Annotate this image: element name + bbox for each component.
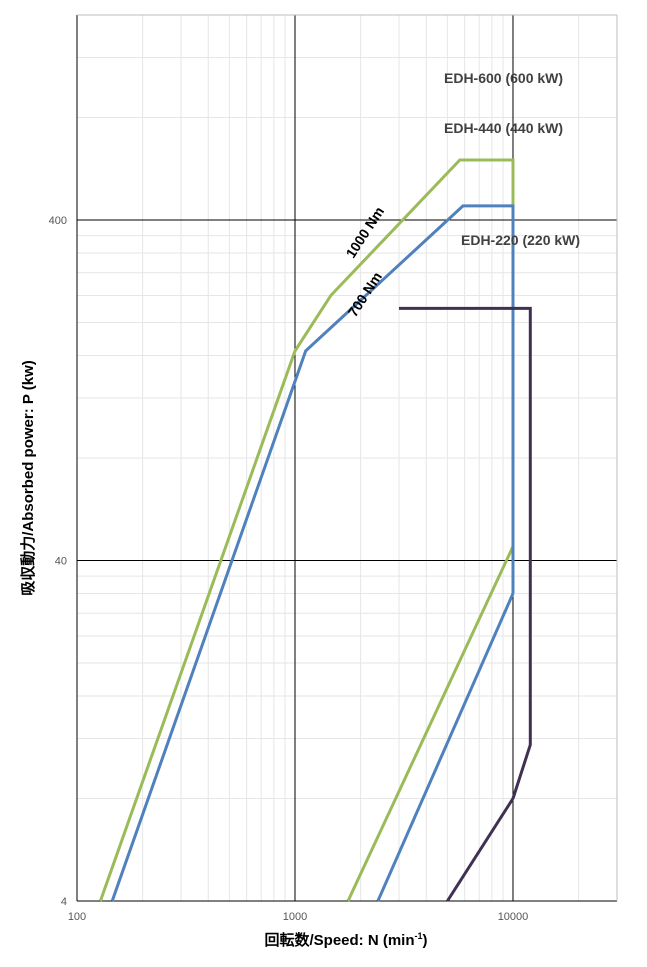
series-label-edh-440: EDH-440 (440 kW) [444, 120, 563, 136]
y-tick-label: 40 [55, 556, 67, 568]
series-line-edh-220-outer [399, 306, 532, 799]
y-axis-title: 吸収動力/Absorbed power: P (kw) [19, 360, 37, 596]
y-axis-tick-labels: 4 40 400 [49, 215, 67, 908]
series-label-edh-220: EDH-220 (220 kW) [461, 232, 580, 248]
x-tick-label: 100 [68, 911, 86, 923]
x-tick-label: 10000 [498, 911, 529, 923]
series-line-edh-600-inner [346, 545, 515, 902]
series-lines [98, 158, 532, 902]
series-labels: EDH-600 (600 kW) EDH-440 (440 kW) EDH-220 … [444, 70, 580, 248]
series-line-edh-440-outer [110, 204, 515, 902]
y-tick-label: 4 [61, 896, 67, 908]
x-tick-label: 1000 [283, 911, 307, 923]
x-axis-title: 回転数/Speed: N (min-1) [264, 931, 427, 949]
x-axis-tick-labels: 100 1000 10000 [68, 911, 528, 923]
y-tick-label: 400 [49, 215, 67, 227]
series-label-edh-600: EDH-600 (600 kW) [444, 70, 563, 86]
minor-gridlines [77, 15, 617, 901]
series-line-edh-440-inner [376, 592, 515, 902]
series-line-edh-220-inner [446, 797, 515, 902]
